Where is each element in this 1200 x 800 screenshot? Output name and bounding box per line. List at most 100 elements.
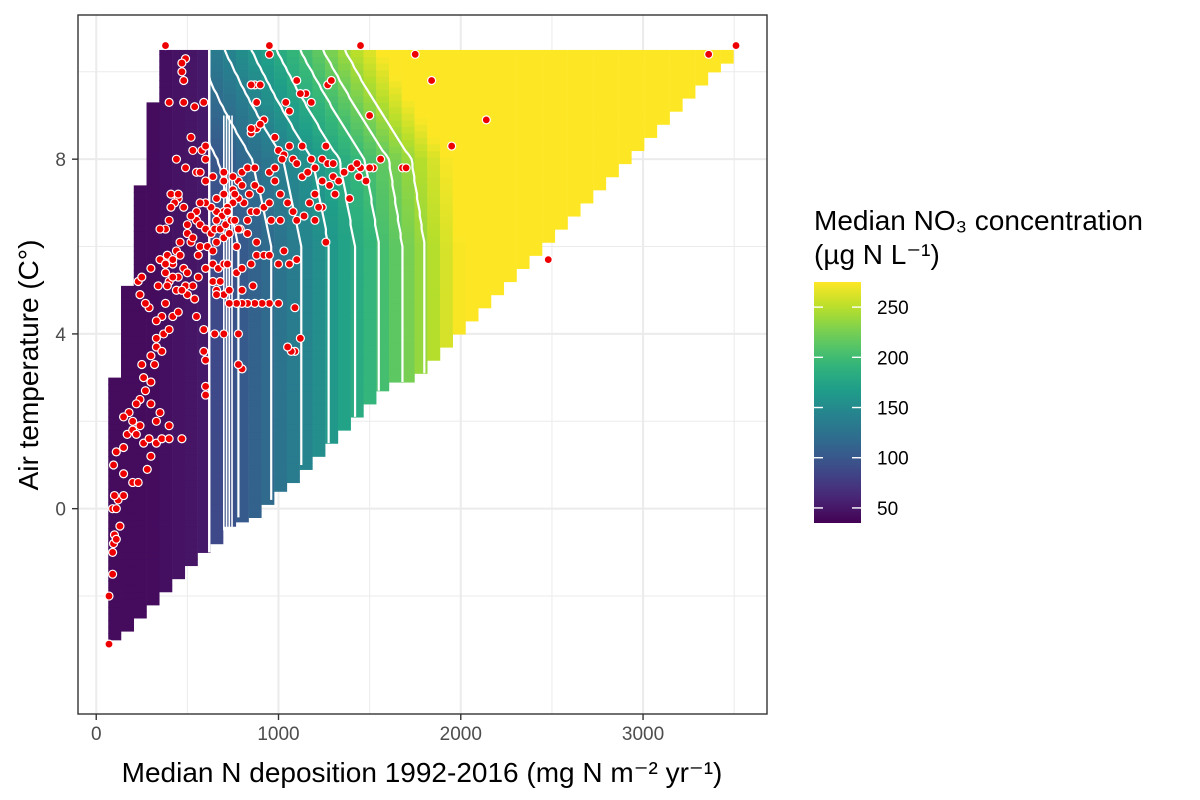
surface-cell [299,266,313,274]
surface-cell [197,191,211,200]
surface-cell [388,67,402,75]
surface-cell [159,152,173,160]
surface-cell [401,270,415,278]
surface-cell [159,211,173,219]
site-point [481,115,491,125]
surface-cell [388,126,402,134]
surface-cell [376,312,390,320]
surface-cell [312,239,326,248]
surface-cell [286,475,300,484]
surface-cell [554,150,568,158]
surface-cell [184,49,198,55]
surface-cell [312,416,326,425]
surface-cell [350,384,364,392]
surface-cell [529,143,543,152]
surface-cell [133,283,147,291]
site-point [543,255,553,265]
surface-cell [159,93,173,101]
surface-cell [337,95,351,103]
surface-cell [133,257,147,265]
surface-cell [172,126,186,134]
surface-cell [554,170,568,178]
surface-cell [427,163,441,171]
surface-cell [363,239,377,248]
surface-cell [184,165,198,173]
surface-cell [197,447,211,455]
surface-cell [159,113,173,121]
surface-cell [299,462,313,470]
surface-cell [542,71,556,79]
surface-cell [503,209,517,217]
surface-cell [337,344,351,352]
site-point [157,346,167,356]
surface-cell [159,506,173,514]
site-point [361,176,371,186]
surface-cell [146,506,160,514]
surface-cell [452,222,466,230]
surface-cell [439,98,453,106]
surface-cell [465,294,479,302]
surface-cell [337,371,351,379]
surface-cell [184,513,198,521]
surface-cell [452,58,466,66]
surface-cell [554,71,568,79]
surface-cell [337,403,351,411]
surface-cell [427,307,441,315]
surface-cell [503,248,517,256]
surface-cell [197,486,211,494]
surface-cell [248,143,262,152]
surface-cell [159,49,173,55]
site-point [252,206,262,217]
surface-cell [299,403,313,411]
surface-cell [299,371,313,379]
surface-cell [261,432,275,440]
surface-cell [108,561,122,569]
surface-cell [274,124,288,132]
surface-cell [274,71,288,79]
surface-cell [452,242,466,250]
surface-cell [605,170,619,178]
surface-cell [337,108,351,117]
surface-cell [312,108,326,117]
surface-cell [121,591,135,599]
surface-cell [261,320,275,328]
surface-cell [197,460,211,468]
surface-cell [388,80,402,88]
surface-cell [184,257,198,265]
site-point [177,58,187,68]
surface-cell [197,408,211,416]
site-point [200,390,211,400]
surface-cell [401,126,415,134]
surface-cell [363,63,377,71]
surface-cell [439,111,453,119]
surface-cell [593,49,607,53]
surface-cell [248,196,262,204]
surface-cell [274,340,288,348]
surface-cell [491,137,505,145]
surface-cell [184,178,198,186]
surface-cell [248,373,262,381]
surface-cell [159,165,173,173]
surface-cell [210,307,224,315]
surface-cell [618,65,632,73]
surface-cell [401,60,415,69]
surface-cell [248,458,262,466]
site-point [230,189,240,199]
site-point [321,237,331,247]
surface-cell [452,98,466,106]
surface-cell [376,76,390,84]
surface-cell [350,148,364,156]
surface-cell [707,65,721,73]
surface-cell [248,288,262,296]
surface-cell [146,460,160,468]
surface-cell [197,473,211,481]
surface-cell [593,104,607,112]
surface-cell [376,128,390,136]
surface-cell [516,65,530,73]
surface-cell [121,598,135,606]
surface-cell [286,220,300,228]
surface-cell [414,229,428,237]
site-point [200,355,211,365]
surface-cell [210,281,224,289]
surface-cell [133,558,147,567]
